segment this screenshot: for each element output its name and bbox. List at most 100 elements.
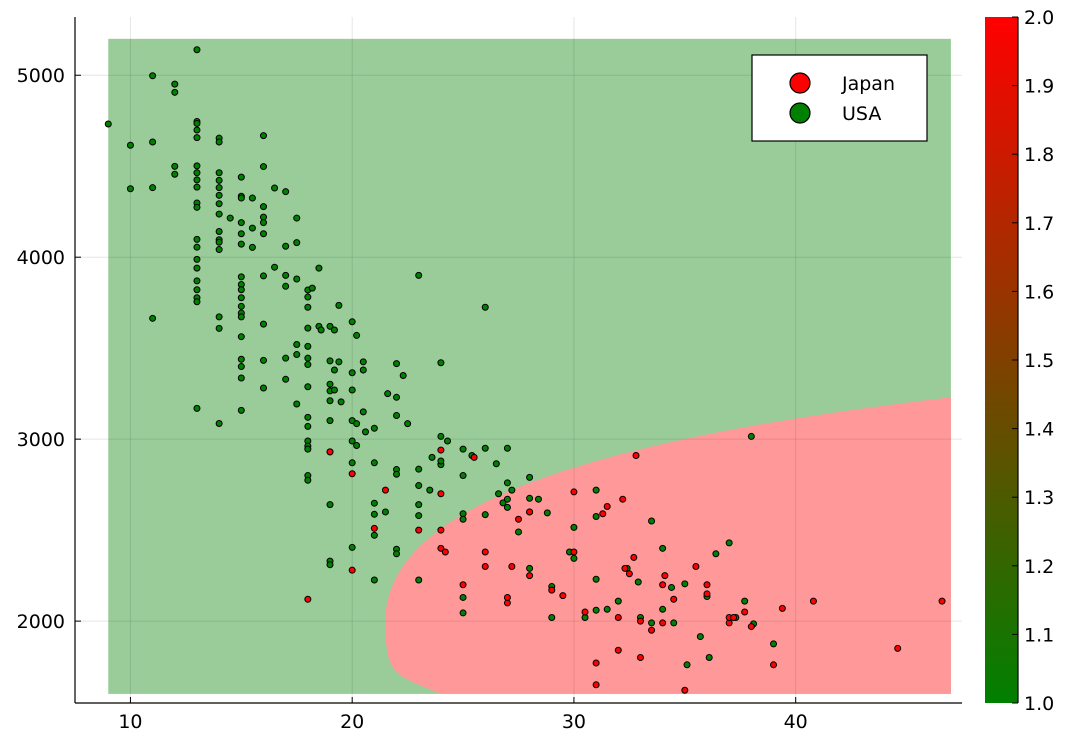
y-tick-label: 4000 bbox=[17, 247, 65, 269]
point-usa bbox=[508, 486, 516, 494]
point-usa bbox=[384, 390, 392, 398]
point-usa bbox=[215, 246, 223, 254]
point-usa bbox=[237, 194, 245, 202]
point-usa bbox=[353, 331, 361, 339]
point-usa bbox=[271, 263, 279, 271]
point-usa bbox=[215, 420, 223, 428]
point-usa bbox=[348, 318, 356, 326]
y-tick-label: 3000 bbox=[17, 429, 65, 451]
point-usa bbox=[534, 495, 542, 503]
point-japan bbox=[778, 604, 786, 612]
point-japan bbox=[630, 553, 638, 561]
point-usa bbox=[428, 453, 436, 461]
point-usa bbox=[492, 460, 500, 468]
point-usa bbox=[215, 184, 223, 192]
point-usa bbox=[634, 578, 642, 586]
point-usa bbox=[248, 194, 256, 202]
y-tick-label: 2000 bbox=[17, 611, 65, 633]
point-usa bbox=[543, 509, 551, 517]
point-japan bbox=[592, 659, 600, 667]
point-usa bbox=[335, 358, 343, 366]
point-usa bbox=[193, 176, 201, 184]
point-japan bbox=[692, 563, 700, 571]
point-usa bbox=[126, 141, 134, 149]
point-japan bbox=[459, 581, 467, 589]
point-usa bbox=[237, 173, 245, 181]
point-usa bbox=[415, 271, 423, 279]
point-usa bbox=[348, 437, 356, 445]
point-usa bbox=[259, 356, 267, 364]
point-usa bbox=[237, 302, 245, 310]
point-usa bbox=[193, 255, 201, 263]
point-japan bbox=[304, 595, 312, 603]
point-usa bbox=[171, 170, 179, 178]
point-usa bbox=[681, 580, 689, 588]
point-usa bbox=[293, 341, 301, 349]
legend: Japan USA bbox=[751, 54, 928, 142]
point-japan bbox=[670, 595, 678, 603]
point-japan bbox=[659, 581, 667, 589]
legend-marker-japan bbox=[789, 72, 811, 94]
point-usa bbox=[670, 619, 678, 627]
point-japan bbox=[636, 617, 644, 625]
point-usa bbox=[437, 432, 445, 440]
point-japan bbox=[603, 502, 611, 510]
point-usa bbox=[459, 609, 467, 617]
point-usa bbox=[459, 515, 467, 523]
point-usa bbox=[193, 169, 201, 177]
point-usa bbox=[237, 219, 245, 227]
point-usa bbox=[193, 134, 201, 142]
point-usa bbox=[415, 576, 423, 584]
point-usa bbox=[237, 374, 245, 382]
point-usa bbox=[659, 544, 667, 552]
point-usa bbox=[326, 501, 334, 509]
point-usa bbox=[293, 239, 301, 247]
point-usa bbox=[481, 303, 489, 311]
colorbar-tick-label: 1.7 bbox=[1024, 213, 1054, 235]
point-usa bbox=[326, 357, 334, 365]
point-usa bbox=[193, 286, 201, 294]
point-japan bbox=[938, 597, 946, 605]
point-usa bbox=[259, 320, 267, 328]
x-tick-label: 10 bbox=[118, 711, 142, 733]
point-usa bbox=[503, 495, 511, 503]
point-usa bbox=[415, 501, 423, 509]
point-usa bbox=[308, 284, 316, 292]
point-japan bbox=[559, 592, 567, 600]
point-usa bbox=[215, 324, 223, 332]
point-usa bbox=[215, 169, 223, 177]
point-usa bbox=[370, 459, 378, 467]
point-usa bbox=[304, 422, 312, 430]
point-usa bbox=[370, 510, 378, 518]
region-japan bbox=[385, 397, 951, 694]
x-tick-label: 30 bbox=[562, 711, 586, 733]
point-usa bbox=[282, 354, 290, 362]
y-tick-label: 5000 bbox=[17, 65, 65, 87]
point-usa bbox=[747, 432, 755, 440]
point-usa bbox=[404, 420, 412, 428]
point-usa bbox=[326, 380, 334, 388]
point-usa bbox=[614, 597, 622, 605]
point-usa bbox=[526, 494, 534, 502]
point-japan bbox=[894, 644, 902, 652]
point-japan bbox=[570, 488, 578, 496]
point-usa bbox=[515, 528, 522, 536]
point-usa bbox=[459, 472, 467, 480]
point-usa bbox=[393, 550, 401, 558]
point-usa bbox=[237, 355, 245, 363]
point-japan bbox=[648, 626, 656, 634]
point-usa bbox=[668, 583, 676, 591]
point-usa bbox=[370, 576, 378, 584]
decision-regions bbox=[108, 38, 951, 694]
point-usa bbox=[271, 184, 279, 192]
point-usa bbox=[193, 46, 201, 54]
point-usa bbox=[149, 184, 157, 192]
point-usa bbox=[381, 508, 389, 516]
point-usa bbox=[259, 163, 267, 171]
colorbar-tick-label: 1.3 bbox=[1024, 487, 1054, 509]
point-usa bbox=[481, 444, 489, 452]
point-japan bbox=[526, 508, 534, 516]
point-usa bbox=[415, 482, 423, 490]
point-usa bbox=[444, 437, 452, 445]
